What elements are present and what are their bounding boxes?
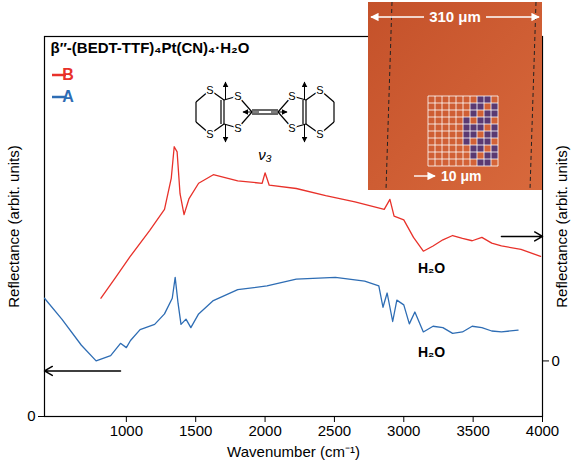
svg-text:S: S <box>288 90 295 102</box>
svg-text:S: S <box>288 122 295 134</box>
svg-text:0: 0 <box>552 352 560 369</box>
svg-text:4000: 4000 <box>526 422 559 439</box>
svg-text:S: S <box>316 128 323 140</box>
svg-text:3000: 3000 <box>387 422 420 439</box>
svg-text:B: B <box>62 66 74 83</box>
svg-text:310 μm: 310 μm <box>429 8 481 25</box>
svg-text:β″-(BEDT-TTF)₄Pt(CN)₄·H₂O: β″-(BEDT-TTF)₄Pt(CN)₄·H₂O <box>51 39 250 56</box>
svg-text:H₂O: H₂O <box>418 344 445 360</box>
svg-text:10 μm: 10 μm <box>441 168 481 184</box>
svg-text:1500: 1500 <box>179 422 212 439</box>
svg-text:S: S <box>316 84 323 96</box>
svg-text:A: A <box>62 88 74 105</box>
svg-text:3500: 3500 <box>456 422 489 439</box>
svg-text:S: S <box>206 128 213 140</box>
svg-text:Reflectance (arbit. units): Reflectance (arbit. units) <box>5 145 22 308</box>
svg-text:Reflectance (arbit. units): Reflectance (arbit. units) <box>553 145 570 308</box>
svg-text:2000: 2000 <box>248 422 281 439</box>
svg-text:2500: 2500 <box>318 422 351 439</box>
svg-text:0: 0 <box>27 407 35 424</box>
svg-text:Wavenumber (cm⁻¹): Wavenumber (cm⁻¹) <box>227 443 360 460</box>
svg-text:ν₃: ν₃ <box>258 146 272 163</box>
svg-text:H₂O: H₂O <box>418 260 445 276</box>
svg-text:S: S <box>234 122 241 134</box>
svg-text:1000: 1000 <box>110 422 143 439</box>
svg-text:S: S <box>206 84 213 96</box>
svg-text:S: S <box>234 90 241 102</box>
